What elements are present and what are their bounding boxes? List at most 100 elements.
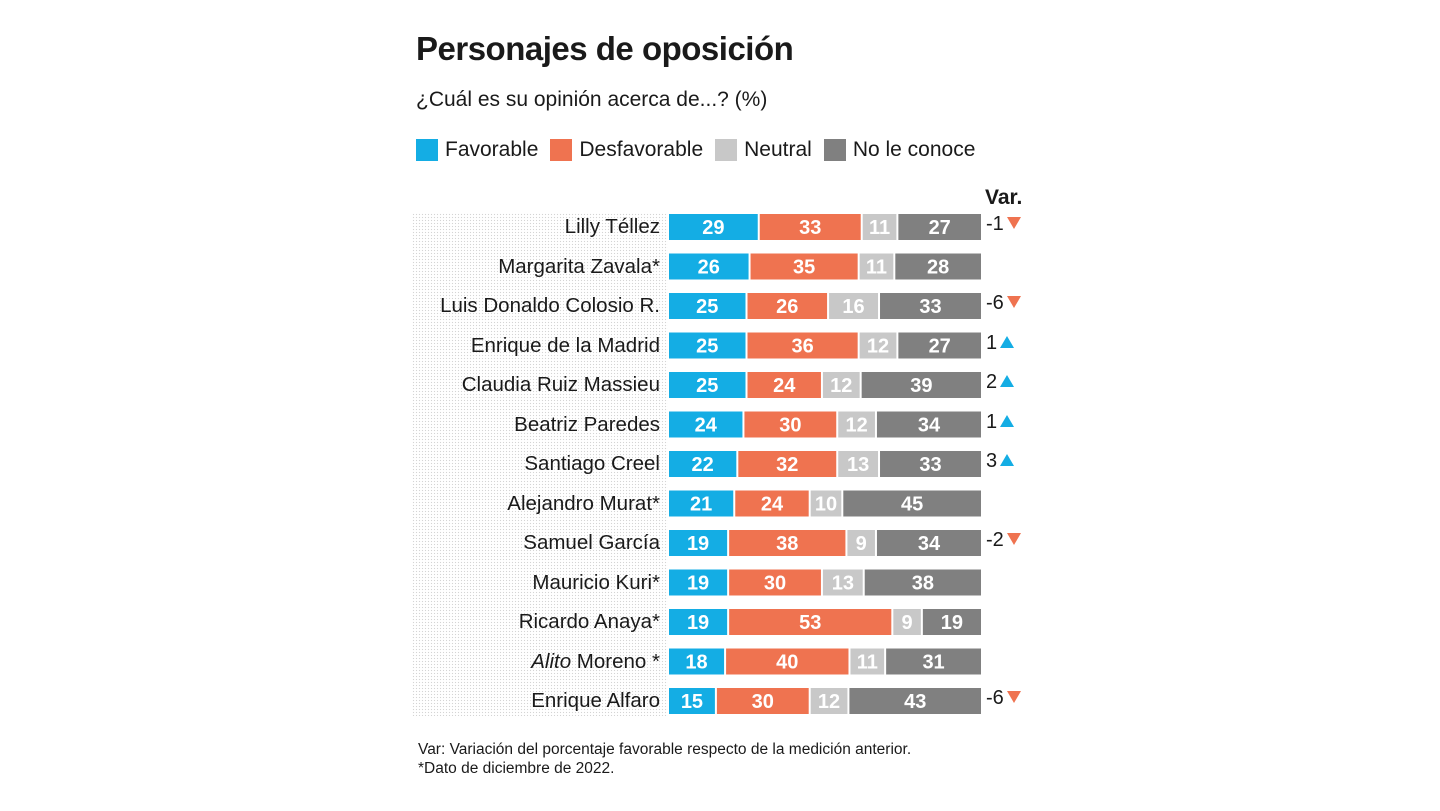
bar-segment — [861, 372, 981, 398]
var-value: -2 — [986, 526, 1022, 554]
bar-segment — [747, 293, 828, 319]
row-label: Samuel García — [523, 531, 660, 554]
legend-label: Desfavorable — [579, 138, 704, 161]
bar-segment — [895, 253, 981, 280]
bar-segment — [750, 253, 858, 280]
arrow-up-icon — [999, 370, 1015, 394]
bar-segment — [810, 688, 848, 714]
bar-value-label: 24 — [761, 494, 784, 516]
bar-value-label: 35 — [793, 257, 815, 279]
var-value: -6 — [986, 684, 1022, 712]
bar-value-label: 19 — [687, 533, 709, 555]
bar-segment — [669, 332, 746, 359]
row-label: Mauricio Kuri* — [532, 570, 660, 594]
bar-value-label: 30 — [764, 573, 786, 595]
bar-value-label: 53 — [799, 612, 821, 634]
bar-value-label: 28 — [927, 257, 949, 279]
bar-segment — [843, 490, 981, 517]
bar-value-label: 13 — [832, 573, 854, 595]
var-value: 2 — [986, 368, 1015, 396]
bar-segment — [669, 253, 749, 280]
bar-value-label: 22 — [692, 454, 714, 476]
bar-segment — [829, 293, 879, 319]
bar-segment — [876, 411, 981, 438]
bar-segment — [669, 411, 743, 438]
bar-value-label: 39 — [910, 375, 932, 397]
bar-value-label: 9 — [902, 612, 913, 634]
bar-segment — [669, 569, 728, 596]
legend: Favorable Desfavorable Neutral No le conoce — [416, 138, 987, 162]
bar-segment — [669, 688, 715, 714]
bar-segment — [729, 609, 892, 635]
bar-segment — [893, 609, 921, 635]
arrow-down-icon — [1006, 528, 1022, 552]
bar-value-label: 25 — [696, 336, 718, 358]
legend-swatch — [550, 139, 573, 161]
bar-segment — [822, 569, 863, 596]
bar-value-label: 24 — [695, 415, 718, 437]
var-value: -6 — [986, 289, 1022, 317]
bar-value-label: 32 — [776, 454, 798, 476]
var-number: -6 — [986, 687, 1004, 709]
bar-value-label: 11 — [857, 652, 878, 674]
bar-value-label: 24 — [773, 375, 796, 397]
row-label: Alejandro Murat* — [507, 491, 660, 515]
row-label: Claudia Ruiz Massieu — [461, 373, 660, 396]
var-number: -1 — [986, 213, 1004, 235]
bar-segment — [735, 490, 809, 517]
bar-value-label: 19 — [687, 612, 709, 634]
legend-label: Neutral — [744, 138, 812, 161]
bar-segment — [669, 530, 728, 556]
bar-segment — [838, 411, 875, 438]
bar-segment — [759, 214, 861, 240]
bar-value-label: 15 — [681, 691, 703, 713]
bar-value-label: 30 — [752, 691, 774, 713]
bar-value-label: 11 — [866, 257, 887, 279]
arrow-up-icon — [999, 331, 1015, 355]
arrow-down-icon — [1006, 291, 1022, 315]
bar-segment — [862, 214, 897, 240]
bar-segment — [744, 411, 837, 438]
bar-segment — [669, 293, 746, 319]
bar-value-label: 12 — [818, 691, 840, 713]
bar-segment — [880, 293, 981, 319]
arrow-down-icon — [1006, 686, 1022, 710]
bar-segment — [880, 451, 981, 477]
bar-segment — [669, 490, 734, 517]
footnotes: Var: Variación del porcentaje favorable … — [418, 740, 911, 778]
arrow-up-icon — [999, 410, 1015, 434]
row-label: Beatriz Paredes — [514, 412, 660, 436]
bar-value-label: 33 — [919, 454, 941, 476]
var-number: -2 — [986, 529, 1004, 551]
row-label: Margarita Zavala* — [498, 254, 660, 278]
row-label-italic: Alito — [531, 649, 572, 673]
var-value: 1 — [986, 408, 1015, 436]
bar-value-label: 10 — [815, 494, 837, 516]
bar-value-label: 19 — [687, 573, 709, 595]
bar-segment — [847, 530, 875, 556]
legend-item: Favorable — [416, 138, 538, 162]
bar-segment — [726, 648, 849, 675]
bar-value-label: 21 — [690, 494, 712, 516]
legend-swatch — [416, 139, 438, 161]
var-value: -1 — [986, 210, 1022, 238]
bar-value-label: 13 — [847, 454, 869, 476]
row-label: Santiago Creel — [524, 452, 660, 475]
var-header: Var. — [985, 186, 1023, 209]
bar-value-label: 18 — [685, 652, 707, 674]
bar-segment — [810, 490, 842, 517]
bar-value-label: 26 — [698, 257, 720, 279]
bar-value-label: 34 — [918, 533, 941, 555]
bar-value-label: 34 — [918, 415, 941, 437]
bar-segment — [849, 688, 981, 714]
bar-segment — [850, 648, 885, 675]
bar-value-label: 16 — [842, 296, 864, 318]
chart-title: Personajes de oposición — [416, 30, 794, 67]
row-label: Enrique de la Madrid — [470, 333, 660, 357]
bar-value-label: 9 — [856, 533, 867, 555]
bar-segment — [716, 688, 809, 714]
bar-value-label: 19 — [941, 612, 963, 634]
bar-value-label: 33 — [919, 296, 941, 318]
bar-value-label: 36 — [791, 336, 813, 358]
